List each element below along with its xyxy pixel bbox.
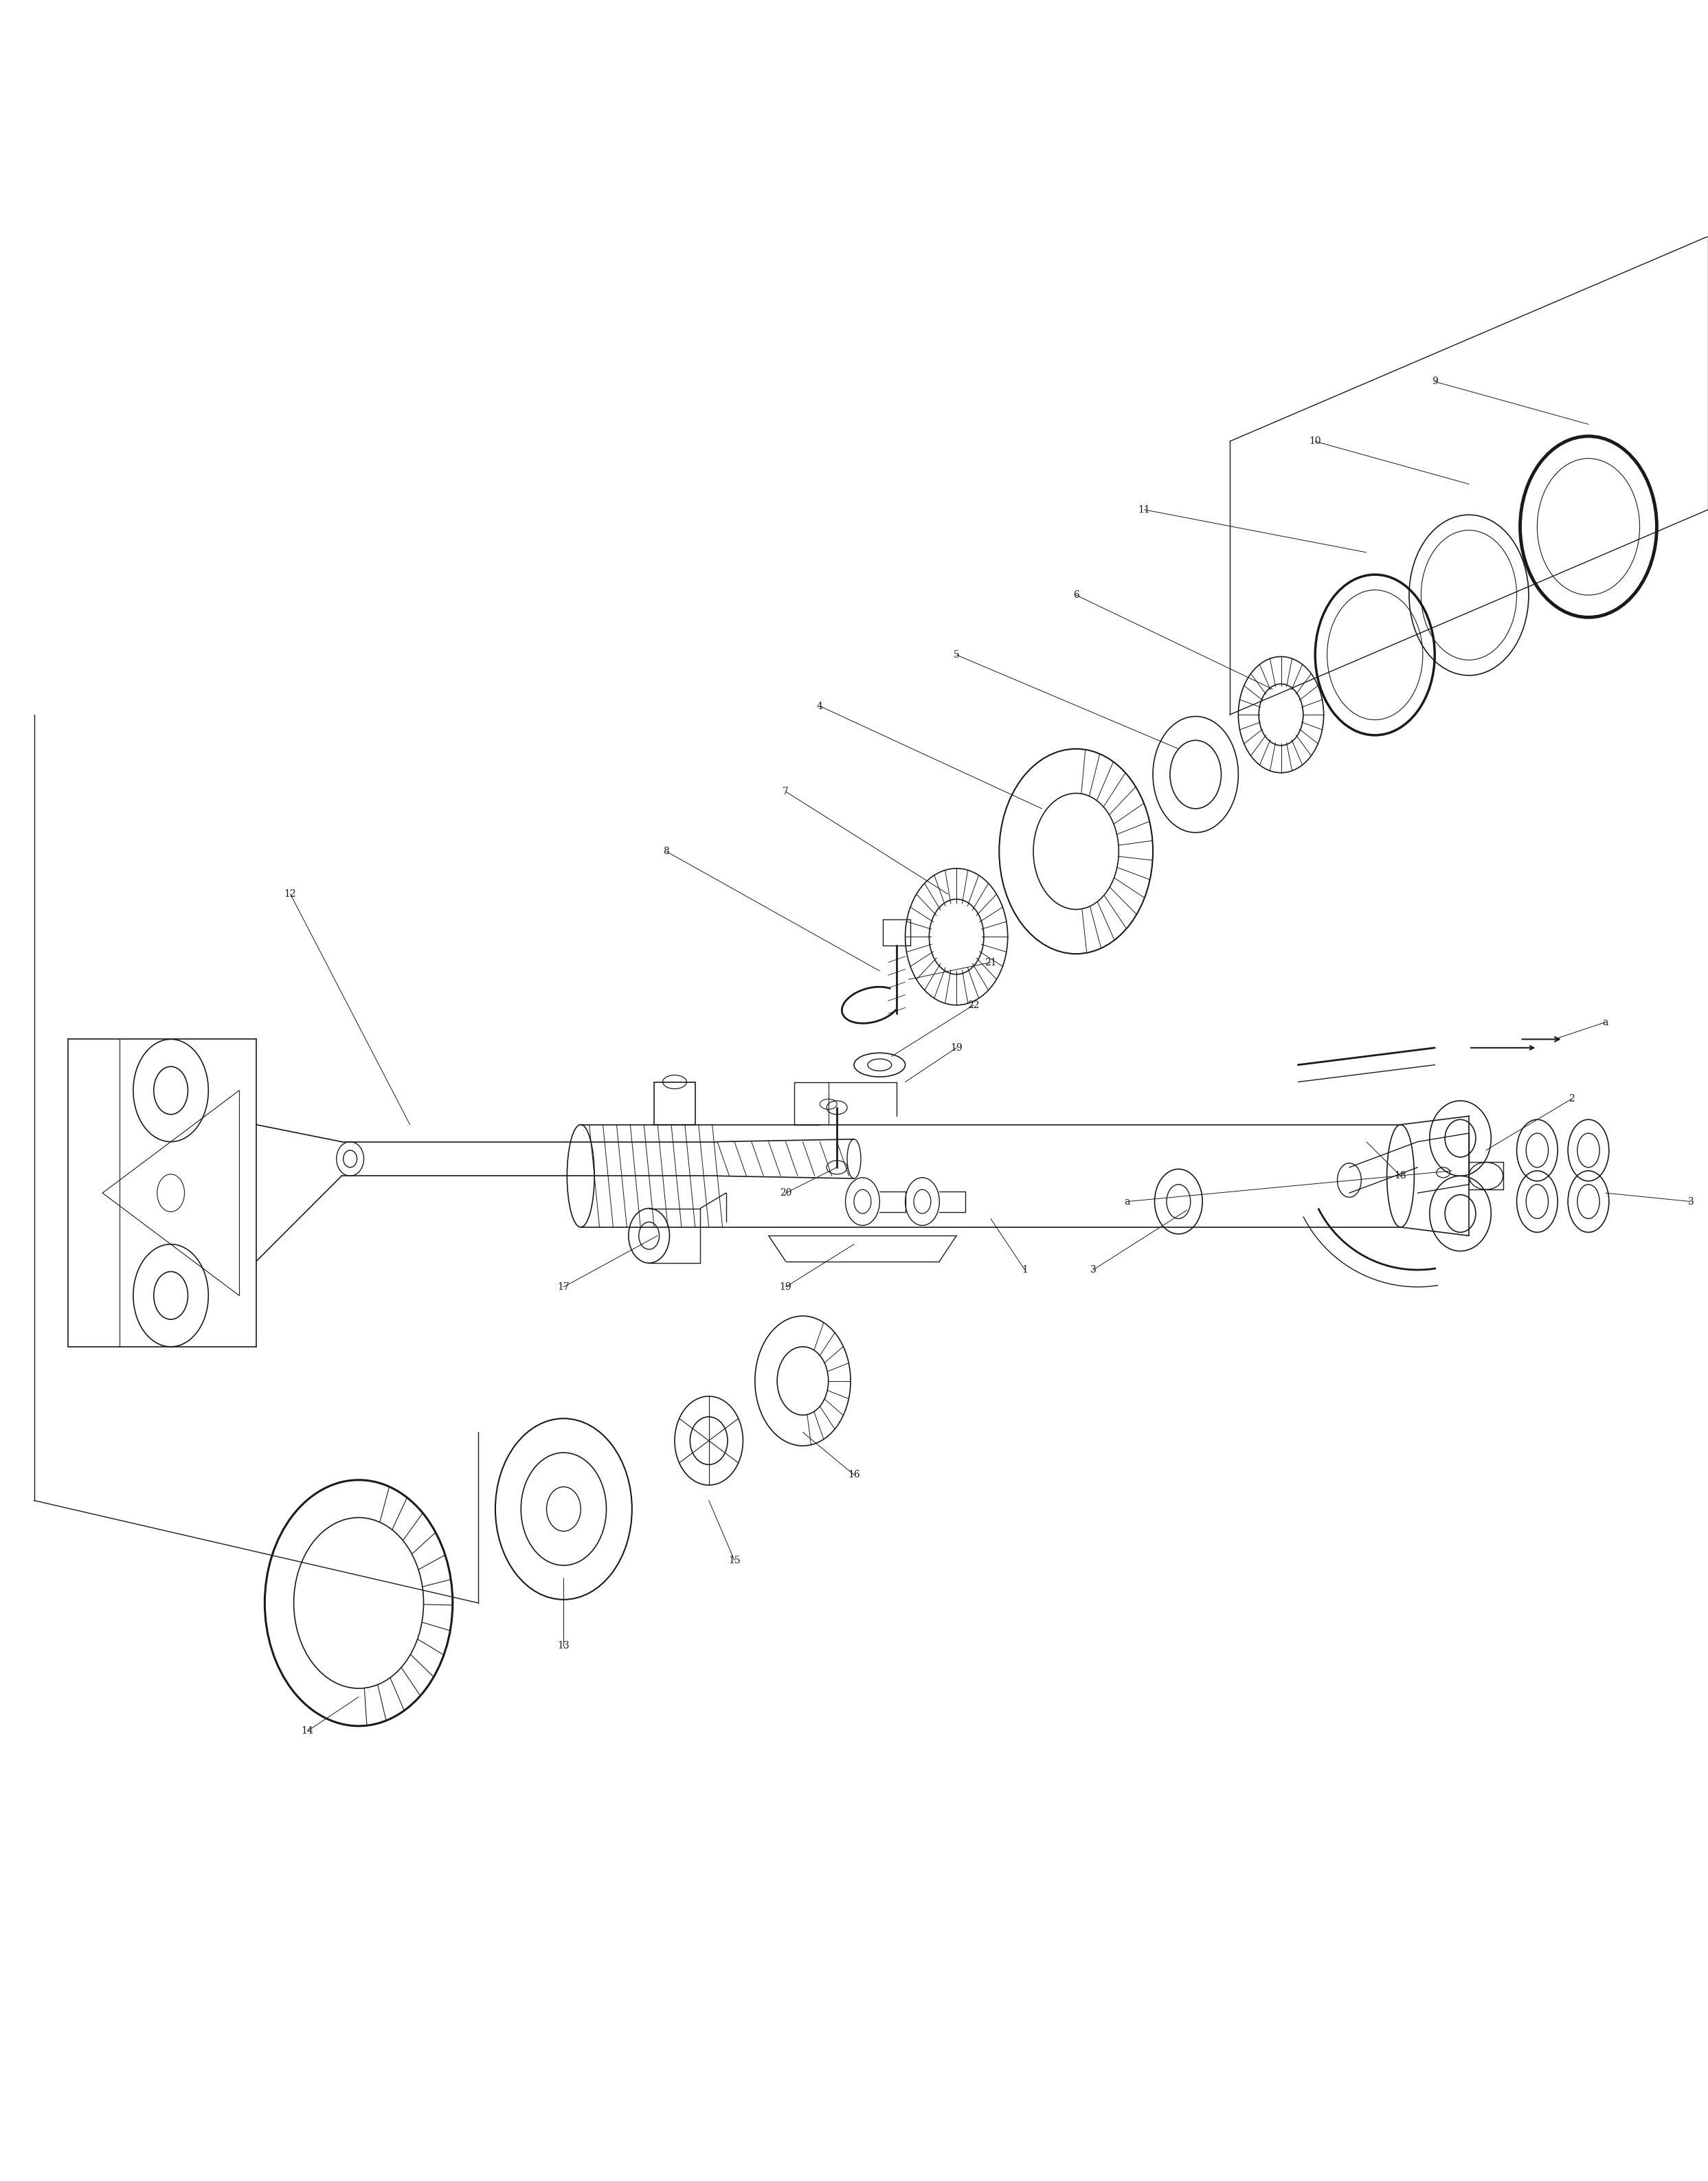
Text: 5: 5 [953, 650, 960, 659]
Text: a: a [1602, 1016, 1609, 1027]
Text: 9: 9 [1431, 377, 1438, 386]
Text: 6: 6 [1073, 591, 1079, 600]
Text: 12: 12 [284, 890, 297, 899]
Bar [654, 1082, 695, 1125]
Text: 7: 7 [782, 787, 789, 796]
Text: 19: 19 [779, 1282, 793, 1291]
Text: a: a [1124, 1197, 1131, 1206]
Text: 8: 8 [663, 846, 670, 857]
Text: 10: 10 [1308, 436, 1322, 447]
Text: 17: 17 [557, 1282, 570, 1291]
Text: 21: 21 [984, 957, 997, 966]
Text: 2: 2 [1568, 1095, 1575, 1104]
Text: 19: 19 [950, 1043, 963, 1053]
Text: 13: 13 [557, 1640, 570, 1651]
Text: 14: 14 [301, 1727, 314, 1736]
Text: 1: 1 [1021, 1265, 1028, 1274]
Text: 11: 11 [1138, 504, 1151, 515]
Text: 3: 3 [1688, 1197, 1694, 1206]
Text: 22: 22 [967, 1001, 980, 1010]
Text: 3: 3 [1090, 1265, 1097, 1274]
Text: 15: 15 [728, 1555, 741, 1566]
Text: 16: 16 [847, 1470, 861, 1479]
Text: 4: 4 [816, 702, 823, 711]
Text: 20: 20 [779, 1189, 793, 1197]
Text: 18: 18 [1394, 1171, 1407, 1180]
